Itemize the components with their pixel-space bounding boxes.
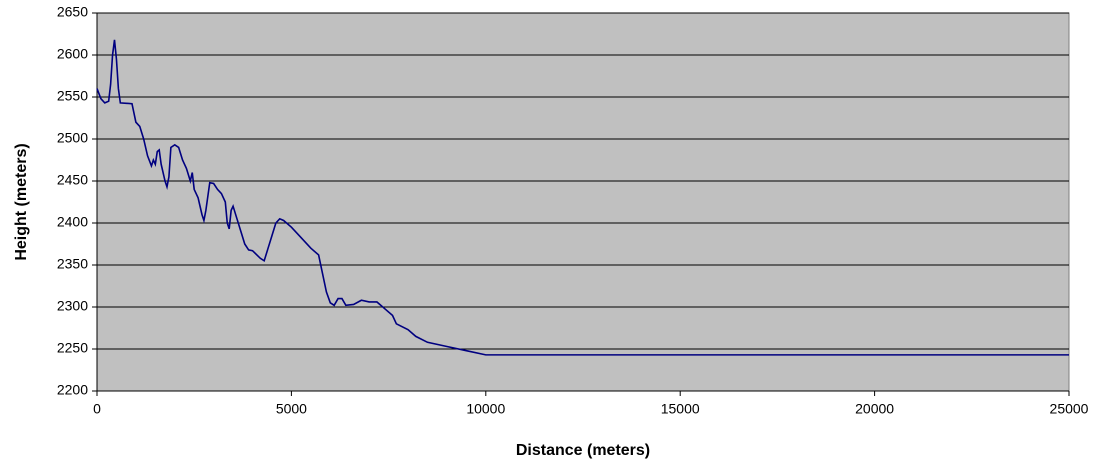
y-tick-label: 2300: [57, 298, 88, 314]
y-tick-label: 2500: [57, 130, 88, 146]
x-tick-label: 5000: [276, 401, 307, 417]
x-tick-label: 0: [93, 401, 101, 417]
y-tick-label: 2350: [57, 256, 88, 272]
y-tick-label: 2200: [57, 382, 88, 398]
y-tick-label: 2250: [57, 340, 88, 356]
x-axis-label: Distance (meters): [516, 442, 650, 459]
y-tick-label: 2400: [57, 214, 88, 230]
x-tick-label: 20000: [855, 401, 894, 417]
x-tick-label: 25000: [1050, 401, 1089, 417]
y-axis-label: Height (meters): [13, 143, 30, 260]
y-tick-label: 2650: [57, 4, 88, 20]
y-tick-label: 2550: [57, 88, 88, 104]
plot-area: [96, 12, 1070, 392]
data-line: [96, 39, 1069, 356]
y-tick-label: 2450: [57, 172, 88, 188]
x-tick-label: 10000: [466, 401, 505, 417]
y-tick-label: 2600: [57, 46, 88, 62]
x-tick-label: 15000: [661, 401, 700, 417]
